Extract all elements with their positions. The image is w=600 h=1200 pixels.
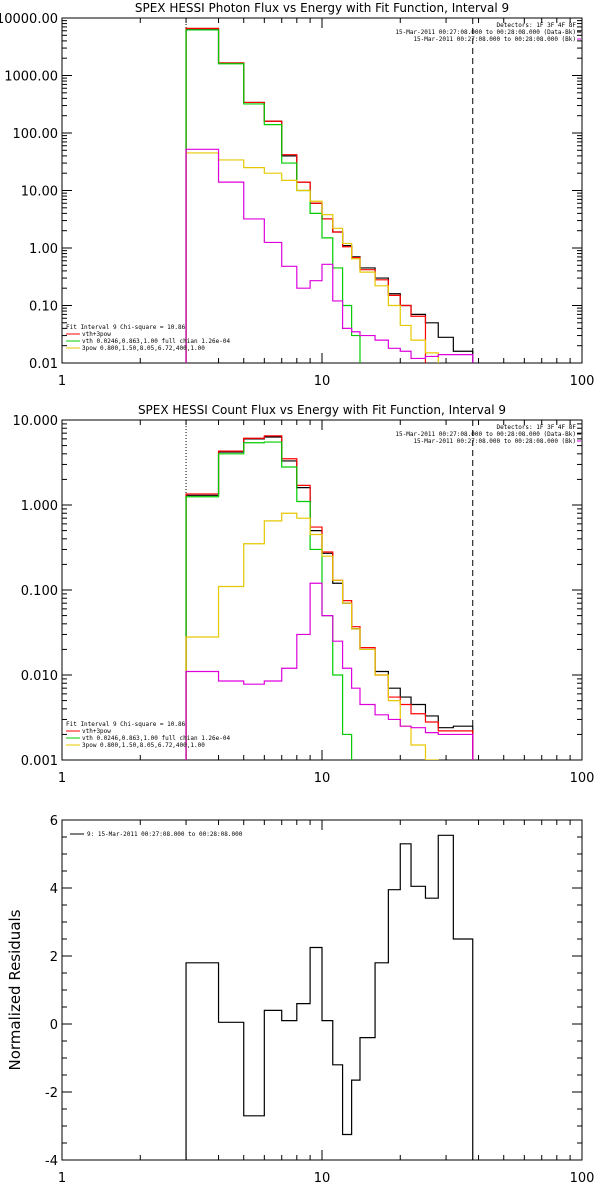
- chart-title: SPEX HESSI Count Flux vs Energy with Fit…: [138, 403, 506, 417]
- series-line-1: [185, 834, 474, 1160]
- chart-title: SPEX HESSI Photon Flux vs Energy with Fi…: [135, 1, 509, 15]
- header-line: Detectors: 1F 3F 4F 8F: [497, 22, 577, 29]
- series-line-2: [185, 27, 427, 363]
- y-tick-label: 0.100: [21, 584, 58, 599]
- series-line-4: [185, 152, 439, 363]
- series-line-5: [185, 582, 474, 760]
- x-tick-label: 1: [58, 374, 66, 389]
- x-tick-label: 1: [58, 771, 66, 786]
- y-tick-label: 0.010: [21, 669, 58, 684]
- plot-area: [185, 27, 474, 363]
- legend-line: Fit Interval 9 Chi-square = 10.86: [66, 721, 186, 728]
- plot-area: [185, 834, 474, 1160]
- y-tick-label: 2: [50, 950, 58, 965]
- chart-panel-1: SPEX HESSI Photon Flux vs Energy with Fi…: [0, 1, 594, 389]
- y-tick-label: 1000.00: [4, 70, 58, 85]
- series-line-5: [185, 148, 474, 363]
- legend-line: vth+3pow: [82, 728, 111, 735]
- x-tick-label: 1: [58, 1171, 66, 1186]
- header-line: 15-Mar-2011 00:27:08.000 to 00:28:08.000…: [395, 29, 576, 36]
- y-tick-label: 0: [50, 1018, 58, 1033]
- y-tick-label: 0.10: [29, 300, 58, 315]
- series-line-3: [185, 441, 353, 760]
- legend-line: 3pow 0.800,1.50,8.05,6.72,400,1.00: [82, 345, 205, 352]
- y-tick-label: 10.000: [13, 414, 59, 429]
- y-tick-label: 0.001: [21, 754, 58, 769]
- series-line-4: [185, 512, 439, 760]
- chart-panel-2: SPEX HESSI Count Flux vs Energy with Fit…: [13, 403, 595, 786]
- header-line: 15-Mar-2011 00:27:08.000 to 00:28:08.000…: [395, 431, 576, 438]
- legend-line: 9: 15-Mar-2011 00:27:08.000 to 00:28:08.…: [87, 831, 243, 838]
- series-line-1: [185, 28, 474, 363]
- legend-line: vth 0.0246,0.863,1.00 full chian 1.26e-0…: [82, 735, 230, 742]
- y-tick-label: 100.00: [13, 127, 59, 142]
- legend-line: vth 0.0246,0.863,1.00 full chian 1.26e-0…: [82, 338, 230, 345]
- x-tick-label: 10: [314, 1171, 331, 1186]
- y-tick-label: 1.000: [21, 499, 58, 514]
- x-tick-label: 100: [570, 1171, 595, 1186]
- y-tick-label: 0.01: [29, 357, 58, 372]
- y-tick-label: 10.00: [21, 185, 58, 200]
- y-tick-label: 10000.00: [0, 12, 58, 27]
- y-tick-label: -4: [45, 1154, 58, 1169]
- header-line: 15-Mar-2011 00:27:08.000 to 00:28:08.000…: [413, 438, 576, 445]
- x-tick-label: 100: [570, 374, 595, 389]
- y-tick-label: 4: [50, 882, 58, 897]
- y-tick-label: -2: [45, 1086, 58, 1101]
- y-tick-label: 6: [50, 814, 58, 829]
- header-line: 15-Mar-2011 00:27:08.000 to 00:28:08.000…: [413, 36, 576, 43]
- x-tick-label: 100: [570, 771, 595, 786]
- series-line-3: [185, 29, 361, 363]
- plot-area: [185, 435, 474, 760]
- x-tick-label: 10: [314, 374, 331, 389]
- plot-frame: [61, 17, 583, 364]
- header-line: Detectors: 1F 3F 4F 8F: [497, 424, 577, 431]
- legend-line: 3pow 0.800,1.50,8.05,6.72,400,1.00: [82, 742, 205, 749]
- chart-panel-3: 1 10 100 -4 -2 0 2 4 6 Normalized Residuals 9: 15-…: [6, 814, 595, 1186]
- legend-line: vth+3pow: [82, 331, 111, 338]
- legend-line: Fit Interval 9 Chi-square = 10.86: [66, 324, 186, 331]
- y-tick-label: 1.00: [29, 242, 58, 257]
- x-tick-label: 10: [314, 771, 331, 786]
- y-axis-label: Normalized Residuals: [6, 909, 24, 1070]
- series-line-1: [185, 436, 474, 760]
